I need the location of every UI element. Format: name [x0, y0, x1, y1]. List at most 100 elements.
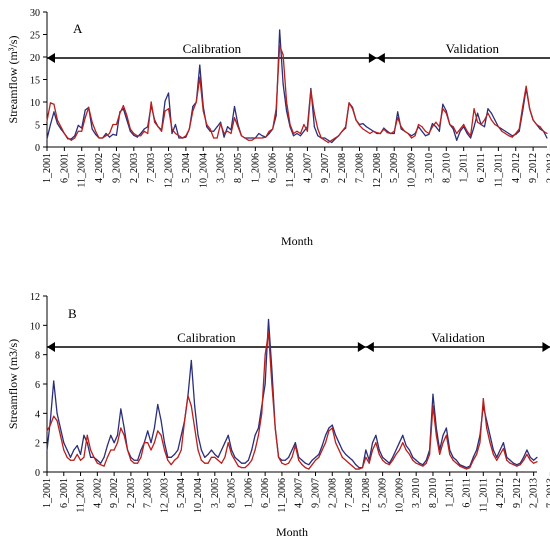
observed-data-point — [123, 427, 125, 429]
simulated-data-point — [546, 132, 548, 135]
observed-data-point — [546, 137, 548, 139]
observed-data-point — [171, 132, 173, 135]
observed-data-point — [470, 137, 472, 139]
simulated-data-point — [77, 130, 79, 132]
x-tick-label: 9_2012 — [512, 478, 523, 508]
simulated-data-point — [63, 132, 65, 135]
x-tick-label: 2_2003 — [129, 153, 140, 183]
observed-data-point — [442, 103, 444, 105]
observed-data-point — [415, 459, 417, 461]
observed-data-point — [304, 462, 307, 464]
simulated-data-point — [442, 442, 444, 444]
observed-data-point — [533, 459, 535, 461]
simulated-data-point — [73, 459, 75, 461]
simulated-data-point — [74, 137, 76, 139]
simulated-data-point — [46, 430, 48, 432]
simulated-data-point — [265, 136, 267, 138]
simulated-data-point — [463, 123, 465, 126]
simulated-data-point — [306, 130, 309, 132]
x-tick-label: 4_2012 — [495, 478, 506, 508]
simulated-data-point — [251, 459, 253, 461]
x-tick-label: 8_2010 — [441, 153, 452, 183]
phase-arrow-head — [47, 342, 55, 352]
observed-data-point — [163, 442, 166, 444]
observed-data-point — [268, 132, 270, 135]
phase-arrow-head — [376, 53, 385, 63]
simulated-data-point — [113, 449, 115, 451]
observed-data-point — [133, 459, 135, 461]
simulated-data-point — [288, 462, 290, 464]
simulated-data-point — [291, 456, 293, 458]
simulated-data-point — [365, 456, 367, 458]
simulated-data-point — [244, 137, 246, 139]
observed-data-point — [512, 462, 515, 464]
simulated-data-point — [459, 465, 461, 467]
simulated-data-point — [465, 468, 468, 470]
observed-data-point — [504, 130, 506, 132]
simulated-data-point — [511, 136, 513, 138]
simulated-data-point — [402, 442, 404, 444]
observed-data-point — [100, 462, 102, 464]
simulated-data-point — [449, 123, 451, 126]
observed-data-point — [296, 132, 298, 135]
simulated-data-point — [120, 427, 122, 429]
simulated-data-point — [492, 453, 494, 455]
observed-data-point — [472, 456, 474, 458]
x-tick-label: 11_2001 — [76, 478, 87, 513]
y-tick-label: 25 — [30, 31, 40, 42]
observed-data-point — [496, 456, 498, 458]
observed-data-point — [292, 135, 295, 137]
simulated-data-point — [522, 105, 524, 108]
simulated-data-point — [375, 442, 377, 444]
observed-data-point — [522, 456, 525, 458]
phase-label-calibration: Calibration — [183, 41, 242, 56]
simulated-data-point — [320, 137, 322, 139]
simulated-data-point — [129, 128, 131, 130]
observed-data-point — [442, 434, 444, 436]
x-tick-label: 4_2007 — [302, 153, 313, 183]
y-tick-label: 4 — [35, 409, 40, 420]
simulated-data-point — [536, 461, 538, 463]
simulated-data-point — [331, 427, 333, 429]
simulated-data-point — [150, 101, 152, 103]
simulated-data-point — [435, 434, 437, 436]
simulated-data-point — [126, 114, 128, 117]
x-tick-label: 7_2008 — [355, 153, 366, 183]
observed-data-point — [345, 453, 347, 455]
x-axis-title: Month — [276, 525, 308, 539]
observed-data-point — [405, 445, 407, 447]
observed-data-point — [157, 403, 159, 406]
simulated-data-point — [301, 464, 303, 466]
x-tick-label: 4_2002 — [94, 153, 105, 183]
simulated-data-point — [66, 456, 68, 458]
observed-data-point — [499, 449, 501, 451]
simulated-data-point — [310, 90, 312, 92]
observed-data-point — [526, 449, 528, 451]
simulated-data-point — [501, 130, 503, 132]
simulated-data-point — [209, 128, 211, 130]
phase-arrow-head — [47, 53, 55, 63]
x-tick-label: 9_2007 — [310, 478, 321, 508]
simulated-data-point — [445, 112, 447, 114]
observed-data-point — [53, 111, 55, 113]
simulated-data-point — [277, 456, 280, 458]
observed-data-point — [214, 453, 216, 455]
observed-data-point — [494, 119, 496, 121]
simulated-data-point — [217, 459, 219, 461]
x-tick-label: 10_2004 — [198, 153, 209, 188]
simulated-data-point — [167, 108, 170, 110]
simulated-data-point — [470, 135, 472, 137]
observed-data-point — [90, 456, 92, 458]
simulated-data-point — [418, 464, 421, 466]
observed-data-point — [398, 442, 400, 444]
x-tick-label: 12_2008 — [372, 153, 383, 188]
observed-data-point — [133, 134, 135, 136]
observed-data-point — [369, 128, 371, 130]
observed-data-point — [113, 442, 115, 444]
observed-data-point — [257, 427, 260, 429]
x-tick-label: 2_2013 — [529, 478, 540, 508]
observed-data-point — [285, 110, 288, 112]
x-tick-label: 10_2009 — [394, 478, 405, 513]
simulated-data-point — [351, 108, 354, 110]
observed-data-point — [529, 456, 531, 458]
